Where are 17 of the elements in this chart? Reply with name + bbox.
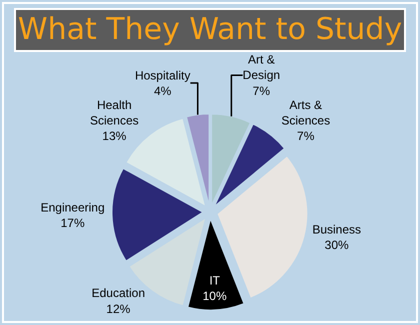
- slice-label: IT: [209, 274, 221, 288]
- slice-label: Art & Design: [242, 52, 280, 82]
- slice-label: Hospitality: [134, 68, 190, 82]
- chart-title: What They Want to Study: [14, 8, 406, 52]
- data-label: 4%: [154, 84, 172, 98]
- data-label: 7%: [252, 84, 270, 98]
- data-label: 7%: [297, 129, 315, 144]
- slice-label: Education: [92, 286, 145, 300]
- slice-label: Engineering: [40, 200, 105, 214]
- data-label: 12%: [106, 302, 131, 316]
- data-label: 17%: [60, 216, 85, 230]
- data-label: 13%: [102, 129, 127, 144]
- data-label: 10%: [202, 289, 227, 304]
- slice-label: Arts & Sciences: [281, 98, 330, 128]
- slice-label: Health Sciences: [90, 98, 139, 128]
- data-label: 30%: [324, 238, 350, 252]
- slice-label: Business: [312, 222, 362, 236]
